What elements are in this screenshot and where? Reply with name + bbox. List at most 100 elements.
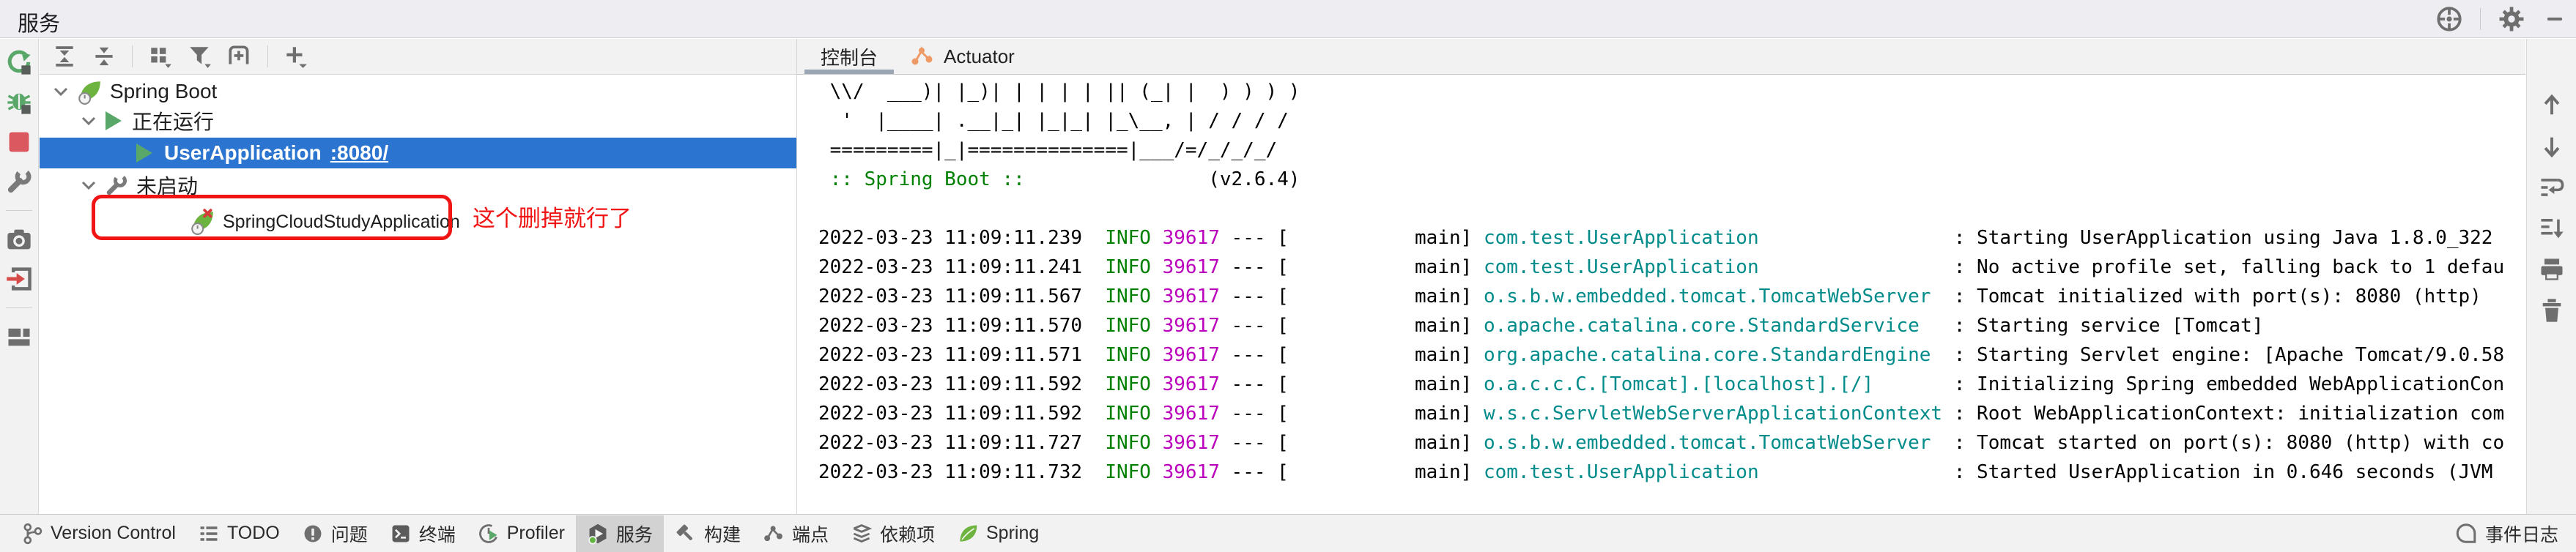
statusbar-item-dependencies[interactable]: 依赖项 [840, 515, 946, 552]
console-line: =========|_|==============|___/=/_/_/_/ [818, 139, 1278, 161]
hide-tool-window-icon[interactable] [2542, 7, 2567, 31]
console-line: 2022-03-23 11:09:11.571 INFO 39617 --- [… [818, 344, 2505, 366]
tree-row-not-started-group[interactable]: 未启动 [40, 171, 796, 200]
build-hammer-icon [675, 523, 697, 545]
tree-row-user-application[interactable]: UserApplication :8080/ [40, 138, 796, 168]
tree-row-spring-cloud-study-application[interactable]: SpringCloudStudyApplication [40, 205, 796, 239]
spring-leaf-icon [957, 523, 979, 545]
statusbar-item-event-log[interactable]: 事件日志 [2447, 515, 2566, 552]
add-icon[interactable] [281, 42, 311, 71]
tree-toolbar [40, 39, 796, 75]
toolbar-separator [132, 45, 133, 67]
chevron-down-icon[interactable] [79, 116, 98, 126]
status-bar: Version Control TODO 问题 [0, 514, 2576, 552]
console-toolbar [2526, 39, 2576, 514]
toolbar-separator [6, 210, 32, 211]
tree-row-spring-boot[interactable]: Spring Boot [40, 77, 796, 106]
console-panel[interactable]: \\/ ___)| |_)| | | | | || (_| | ) ) ) ) … [797, 75, 2525, 514]
console-line: \\/ ___)| |_)| | | | | || (_| | ) ) ) ) [818, 81, 1300, 102]
statusbar-item-spring[interactable]: Spring [946, 518, 1050, 550]
tab-actuator-label: Actuator [944, 45, 1015, 67]
run-toolbar [0, 39, 39, 514]
statusbar-label: Profiler [506, 523, 565, 543]
attach-process-icon[interactable] [5, 265, 33, 293]
statusbar-item-endpoints[interactable]: 端点 [752, 515, 840, 552]
statusbar-item-services[interactable]: 服务 [575, 515, 664, 552]
statusbar-label: 端点 [791, 524, 829, 545]
thread-dump-camera-icon[interactable] [5, 225, 33, 253]
not-started-wrench-icon [104, 173, 129, 198]
statusbar-item-profiler[interactable]: Profiler [467, 518, 576, 550]
statusbar-item-build[interactable]: 构建 [664, 515, 752, 552]
running-app-name: UserApplication [164, 141, 322, 164]
clear-console-trash-icon[interactable] [2538, 296, 2566, 324]
running-app-port-link[interactable]: :8080/ [330, 141, 389, 164]
run-status-icon [136, 143, 152, 163]
settings-gear-icon[interactable] [2497, 4, 2526, 34]
services-icon [587, 523, 609, 545]
statusbar-label: Version Control [51, 523, 176, 543]
filter-icon[interactable] [185, 42, 215, 71]
debug-restart-icon[interactable] [5, 89, 33, 116]
dependencies-icon [851, 523, 873, 545]
chevron-down-icon[interactable] [79, 180, 98, 190]
chevron-down-icon[interactable] [51, 86, 70, 97]
scroll-to-end-icon[interactable] [2538, 215, 2566, 242]
soft-wrap-icon[interactable] [2538, 174, 2566, 201]
console-line: 2022-03-23 11:09:11.727 INFO 39617 --- [… [818, 432, 2505, 454]
next-occurrence-icon[interactable] [2538, 133, 2566, 160]
statusbar-item-problems[interactable]: 问题 [291, 515, 379, 552]
console-tab-bar: 控制台 Actuator [797, 39, 2525, 75]
statusbar-label: 问题 [330, 524, 368, 545]
console-line: :: Spring Boot :: (v2.6.4) [818, 168, 1300, 190]
statusbar-label: 终端 [418, 524, 456, 545]
expand-all-icon[interactable] [50, 42, 79, 71]
console-line: 2022-03-23 11:09:11.567 INFO 39617 --- [… [818, 286, 2481, 307]
tab-actuator[interactable]: Actuator [894, 39, 1031, 74]
event-log-bubble-icon [2454, 522, 2478, 545]
services-tree: Spring Boot 正在运行 UserApplication :8080/ [40, 75, 796, 514]
group-by-icon[interactable] [146, 42, 175, 71]
tree-row-running-group[interactable]: 正在运行 [40, 106, 796, 135]
collapse-all-icon[interactable] [89, 42, 119, 71]
stop-icon[interactable] [5, 128, 33, 156]
prev-occurrence-icon[interactable] [2538, 92, 2566, 119]
statusbar-label: 构建 [703, 524, 741, 545]
layout-options-icon[interactable] [5, 323, 33, 351]
print-icon[interactable] [2538, 256, 2566, 283]
rerun-icon[interactable] [5, 49, 33, 77]
statusbar-label: 依赖项 [879, 524, 935, 545]
git-branch-icon [21, 523, 43, 545]
console-line: ' |____| .__|_| |_|_| |_\__, | / / / / [818, 110, 1289, 132]
toolbar-separator [267, 45, 268, 67]
wrench-settings-icon[interactable] [5, 168, 33, 195]
tool-window-titlebar: 服务 [0, 0, 2576, 38]
toolbar-separator [6, 307, 32, 308]
console-line: 2022-03-23 11:09:11.239 INFO 39617 --- [… [818, 227, 2493, 249]
statusbar-item-version-control[interactable]: Version Control [10, 518, 187, 550]
tree-label-spring-boot: Spring Boot [110, 80, 218, 102]
tree-label-not-started: 未启动 [136, 175, 199, 198]
terminal-icon [390, 523, 412, 545]
panel-divider[interactable] [796, 39, 797, 514]
annotation-rectangle [92, 195, 452, 240]
console-line: 2022-03-23 11:09:11.732 INFO 39617 --- [… [818, 461, 2493, 483]
console-line: 2022-03-23 11:09:11.241 INFO 39617 --- [… [818, 256, 2505, 278]
console-output[interactable]: \\/ ___)| |_)| | | | | || (_| | ) ) ) ) … [797, 75, 2525, 487]
problems-icon [302, 523, 324, 545]
endpoints-icon [763, 523, 785, 545]
add-service-frame-icon[interactable] [225, 42, 254, 71]
console-line: 2022-03-23 11:09:11.570 INFO 39617 --- [… [818, 315, 2264, 337]
statusbar-item-terminal[interactable]: 终端 [379, 515, 467, 552]
tab-console[interactable]: 控制台 [804, 39, 895, 74]
statusbar-item-todo[interactable]: TODO [187, 518, 291, 550]
console-line: 2022-03-23 11:09:11.592 INFO 39617 --- [… [818, 373, 2505, 395]
statusbar-label: 事件日志 [2484, 524, 2558, 545]
console-line [818, 194, 2525, 223]
spring-boot-icon [76, 78, 103, 105]
tool-window-title: 服务 [18, 12, 61, 36]
titlebar-separator [2480, 8, 2481, 30]
scroll-to-source-icon[interactable] [2435, 4, 2464, 34]
actuator-icon [910, 44, 935, 69]
